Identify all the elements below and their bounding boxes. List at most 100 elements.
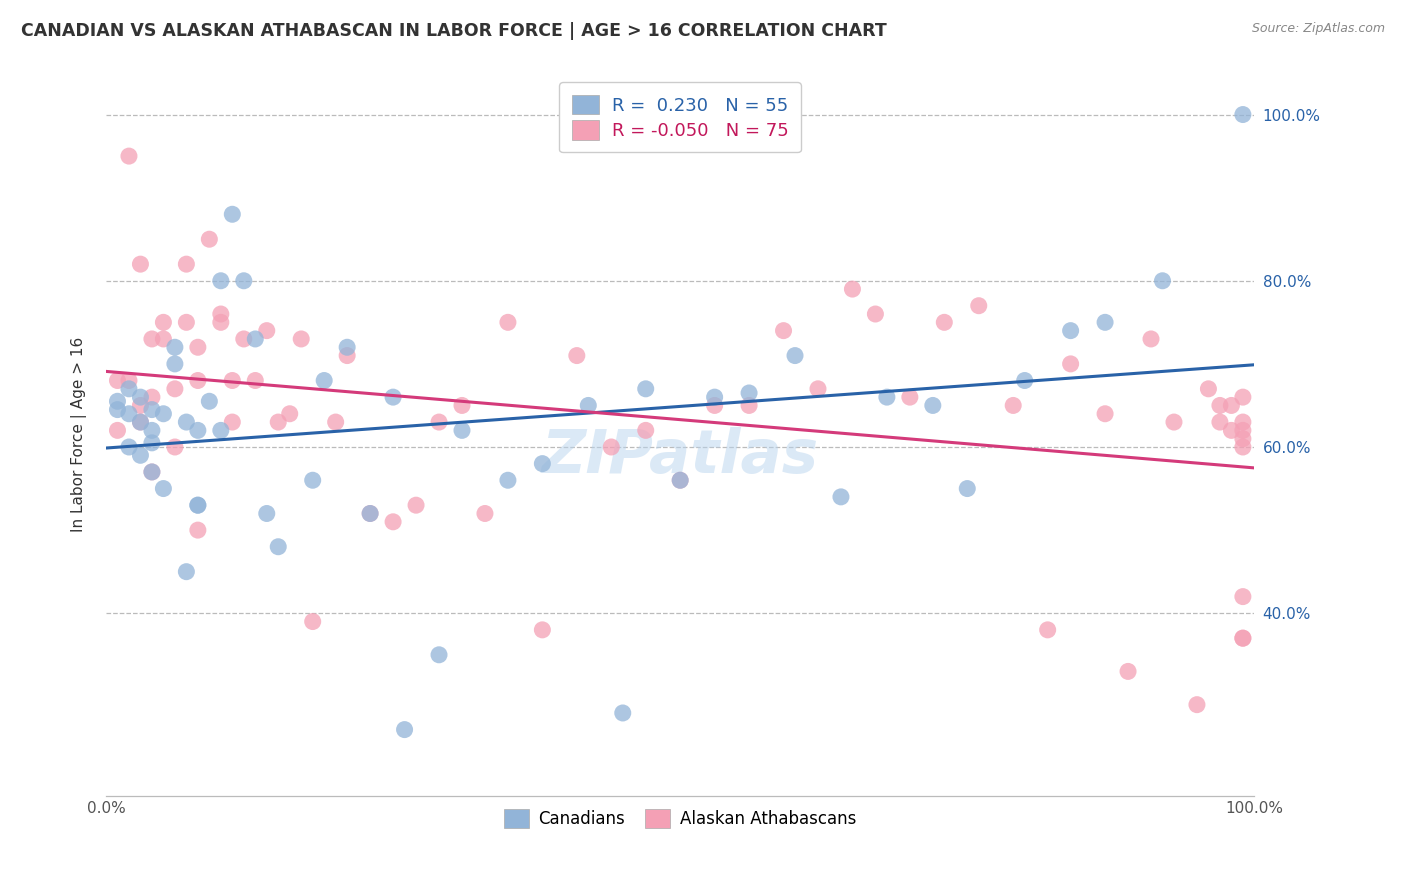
Point <box>107 402 129 417</box>
Point <box>152 482 174 496</box>
Point <box>1163 415 1185 429</box>
Point <box>141 423 163 437</box>
Point <box>1220 423 1243 437</box>
Point <box>531 457 554 471</box>
Point <box>496 473 519 487</box>
Point <box>634 423 657 437</box>
Point <box>783 349 806 363</box>
Point <box>267 540 290 554</box>
Point <box>290 332 312 346</box>
Point <box>141 402 163 417</box>
Point <box>1232 631 1254 645</box>
Point <box>703 399 725 413</box>
Point <box>129 448 152 462</box>
Point <box>830 490 852 504</box>
Point <box>841 282 863 296</box>
Point <box>1185 698 1208 712</box>
Point <box>1014 374 1036 388</box>
Point <box>256 324 278 338</box>
Point <box>187 498 209 512</box>
Point <box>129 399 152 413</box>
Point <box>1094 315 1116 329</box>
Point <box>427 648 450 662</box>
Point <box>1209 399 1232 413</box>
Point <box>1059 357 1081 371</box>
Point <box>1116 665 1139 679</box>
Point <box>187 340 209 354</box>
Text: Source: ZipAtlas.com: Source: ZipAtlas.com <box>1251 22 1385 36</box>
Point <box>394 723 416 737</box>
Point <box>118 407 141 421</box>
Point <box>152 407 174 421</box>
Point <box>314 374 336 388</box>
Point <box>107 394 129 409</box>
Point <box>738 386 761 401</box>
Point <box>118 440 141 454</box>
Point <box>382 515 405 529</box>
Point <box>152 332 174 346</box>
Point <box>359 507 381 521</box>
Point <box>176 257 198 271</box>
Point <box>427 415 450 429</box>
Point <box>576 399 599 413</box>
Point <box>336 340 359 354</box>
Point <box>738 399 761 413</box>
Point <box>1220 399 1243 413</box>
Point <box>934 315 956 329</box>
Point <box>772 324 794 338</box>
Point <box>600 440 623 454</box>
Point <box>301 473 323 487</box>
Point <box>129 415 152 429</box>
Point <box>209 315 232 329</box>
Point <box>1197 382 1219 396</box>
Point <box>232 332 254 346</box>
Point <box>221 415 243 429</box>
Point <box>474 507 496 521</box>
Point <box>1232 631 1254 645</box>
Point <box>382 390 405 404</box>
Point <box>807 382 830 396</box>
Point <box>1232 590 1254 604</box>
Point <box>921 399 943 413</box>
Point <box>634 382 657 396</box>
Point <box>278 407 301 421</box>
Point <box>221 374 243 388</box>
Point <box>956 482 979 496</box>
Point <box>612 706 634 720</box>
Point <box>198 232 221 246</box>
Legend: Canadians, Alaskan Athabascans: Canadians, Alaskan Athabascans <box>496 803 863 835</box>
Point <box>451 423 474 437</box>
Point <box>141 465 163 479</box>
Point <box>405 498 427 512</box>
Point <box>187 498 209 512</box>
Point <box>1059 324 1081 338</box>
Point <box>141 390 163 404</box>
Point <box>245 374 267 388</box>
Point <box>221 207 243 221</box>
Point <box>256 507 278 521</box>
Y-axis label: In Labor Force | Age > 16: In Labor Force | Age > 16 <box>72 337 87 533</box>
Point <box>565 349 588 363</box>
Point <box>1232 107 1254 121</box>
Point <box>1232 440 1254 454</box>
Point <box>876 390 898 404</box>
Point <box>129 415 152 429</box>
Point <box>129 257 152 271</box>
Point <box>1232 432 1254 446</box>
Point <box>245 332 267 346</box>
Point <box>1232 390 1254 404</box>
Point <box>107 423 129 437</box>
Point <box>451 399 474 413</box>
Point <box>187 523 209 537</box>
Point <box>209 307 232 321</box>
Point <box>496 315 519 329</box>
Point <box>1036 623 1059 637</box>
Point <box>967 299 990 313</box>
Point <box>359 507 381 521</box>
Point <box>141 465 163 479</box>
Point <box>118 382 141 396</box>
Point <box>1232 415 1254 429</box>
Point <box>187 374 209 388</box>
Point <box>301 615 323 629</box>
Text: ZIPatlas: ZIPatlas <box>541 426 818 486</box>
